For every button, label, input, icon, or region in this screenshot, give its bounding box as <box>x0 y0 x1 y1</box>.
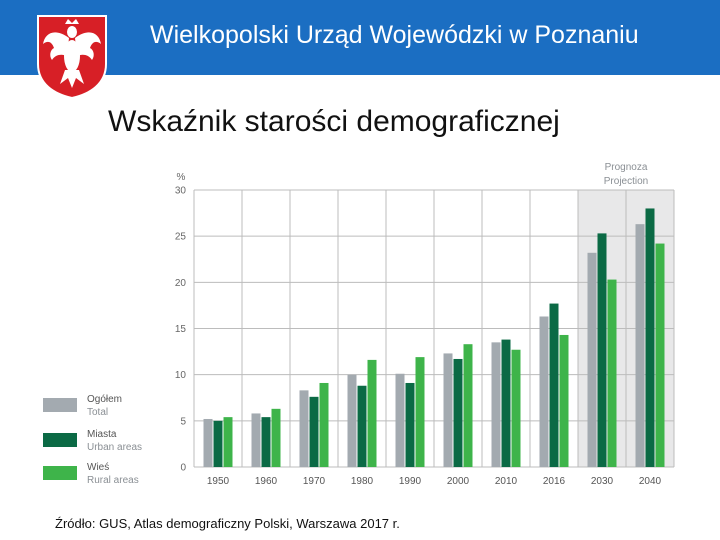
bars <box>203 208 665 467</box>
y-tick-label-25: 25 <box>175 232 187 243</box>
y-tick-label-20: 20 <box>175 278 187 289</box>
bar-rural-areas-1980 <box>367 359 377 467</box>
bar-urban-areas-2010 <box>501 339 511 467</box>
bar-urban-areas-2040 <box>645 208 655 467</box>
bar-rural-areas-2040 <box>655 243 665 467</box>
bar-rural-areas-2000 <box>463 344 473 467</box>
bar-urban-areas-1970 <box>309 396 319 467</box>
bar-urban-areas-2000 <box>453 358 463 467</box>
x-tick-label-1950: 1950 <box>207 476 230 487</box>
bar-rural-areas-2030 <box>607 279 617 467</box>
bar-urban-areas-1980 <box>357 385 367 467</box>
header-bar: Wielkopolski Urząd Wojewódzki w Poznaniu <box>0 0 720 100</box>
x-tick-label-2040: 2040 <box>639 476 662 487</box>
x-tick-label-1970: 1970 <box>303 476 326 487</box>
legend-label-rural-areas: Wieś <box>87 462 109 473</box>
x-tick-label-1960: 1960 <box>255 476 278 487</box>
x-tick-labels: 1950 1960 1970 1980 1990 2000 2010 2016 2030 2040 <box>207 476 662 487</box>
y-tick-label-0: 0 <box>180 463 186 474</box>
bar-rural-areas-1960 <box>271 408 281 467</box>
bar-total-1990 <box>395 373 405 467</box>
x-tick-label-1980: 1980 <box>351 476 374 487</box>
x-tick-label-1990: 1990 <box>399 476 422 487</box>
bar-total-1980 <box>347 374 357 467</box>
legend-swatch-rural-areas <box>43 466 77 480</box>
bar-urban-areas-2030 <box>597 233 607 467</box>
legend-label-total: Ogółem <box>87 394 122 405</box>
legend-label-urban-areas: Miasta <box>87 429 117 440</box>
y-tick-label-10: 10 <box>175 370 187 381</box>
bar-urban-areas-1990 <box>405 382 415 467</box>
legend-label-en-urban-areas: Urban areas <box>87 442 142 453</box>
legend-swatch-urban-areas <box>43 433 77 447</box>
bar-rural-areas-1990 <box>415 357 425 467</box>
legend: Ogółem Total Miasta Urban areas Wieś Rural ar… <box>43 394 142 486</box>
source-note: Źródło: GUS, Atlas demograficzny Polski,… <box>55 516 400 531</box>
y-tick-label-5: 5 <box>180 416 186 427</box>
bar-total-1960 <box>251 413 261 467</box>
y-tick-label-30: 30 <box>175 186 187 197</box>
projection-label-en: Projection <box>604 176 648 187</box>
bar-total-2016 <box>539 316 549 467</box>
bar-rural-areas-2010 <box>511 349 521 467</box>
bar-rural-areas-2016 <box>559 334 569 467</box>
bar-urban-areas-1960 <box>261 417 271 467</box>
bar-urban-areas-2016 <box>549 303 559 467</box>
legend-label-en-rural-areas: Rural areas <box>87 475 139 486</box>
bar-total-1950 <box>203 418 213 467</box>
x-tick-label-2000: 2000 <box>447 476 470 487</box>
x-tick-label-2010: 2010 <box>495 476 518 487</box>
bar-total-1970 <box>299 390 309 467</box>
bar-urban-areas-1950 <box>213 420 223 467</box>
bar-total-2010 <box>491 342 501 467</box>
projection-label-pl: Prognoza <box>605 162 648 173</box>
bar-rural-areas-1970 <box>319 382 329 467</box>
header-title: Wielkopolski Urząd Wojewódzki w Poznaniu <box>150 21 639 49</box>
y-tick-label-15: 15 <box>175 324 187 335</box>
slide-title: Wskaźnik starości demograficznej <box>108 105 560 138</box>
y-axis-unit: % <box>177 172 186 183</box>
legend-label-en-total: Total <box>87 407 108 418</box>
bar-rural-areas-1950 <box>223 417 233 467</box>
x-tick-label-2016: 2016 <box>543 476 566 487</box>
legend-swatch-total <box>43 398 77 412</box>
emblem-icon <box>37 15 107 100</box>
bar-total-2040 <box>635 224 645 467</box>
bar-total-2000 <box>443 353 453 467</box>
bar-total-2030 <box>587 252 597 467</box>
x-tick-label-2030: 2030 <box>591 476 614 487</box>
